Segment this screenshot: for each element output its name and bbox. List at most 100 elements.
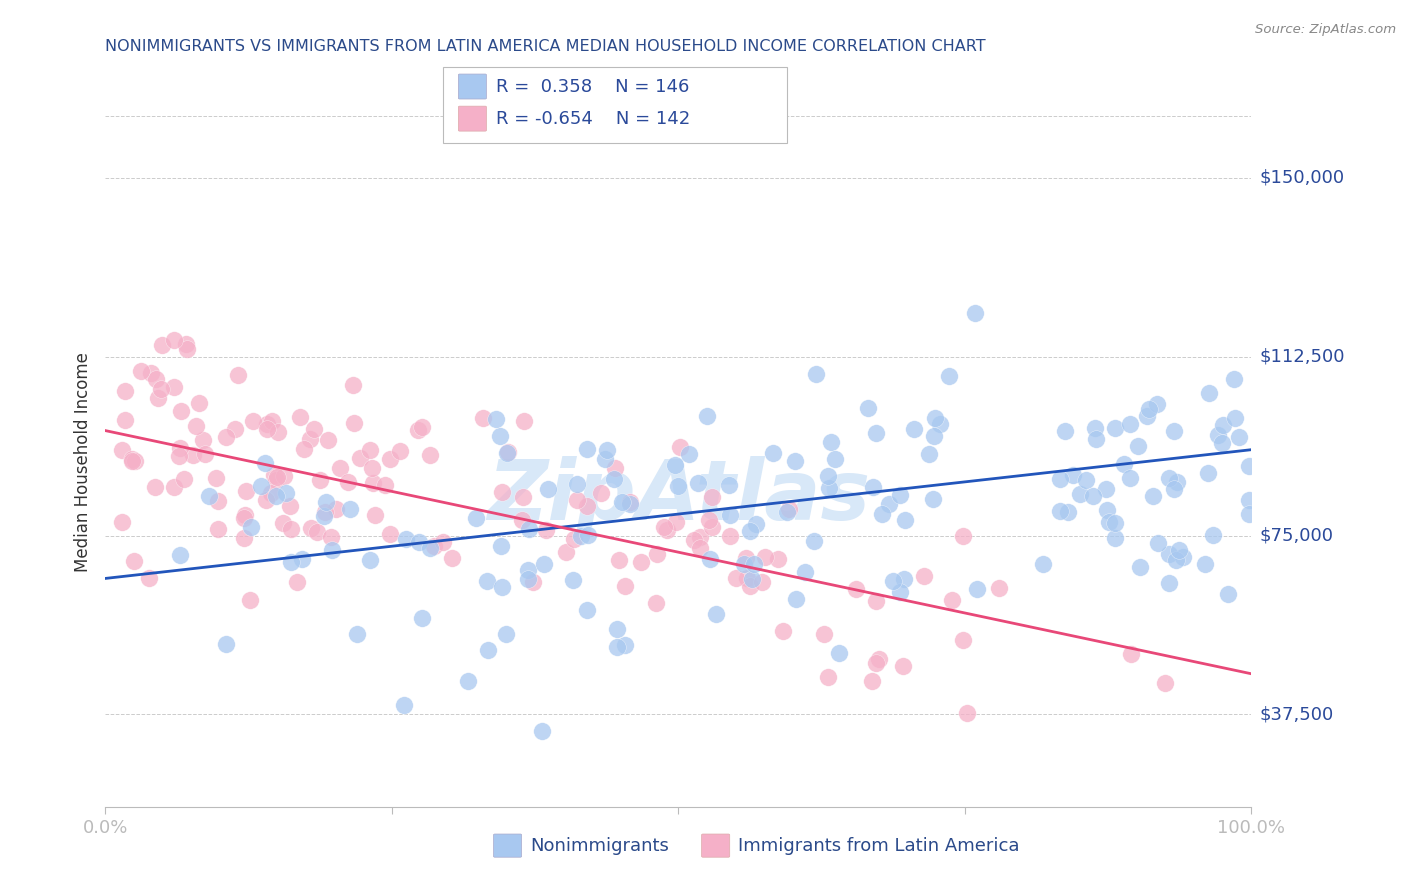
Point xyxy=(489,428,512,442)
Point xyxy=(689,530,711,544)
Point xyxy=(921,491,943,506)
Point xyxy=(689,541,711,555)
Point xyxy=(1136,409,1159,424)
Point xyxy=(259,486,281,500)
Point xyxy=(1069,486,1091,500)
Point xyxy=(686,476,709,491)
Point xyxy=(1212,418,1234,433)
Point xyxy=(724,571,747,585)
Point xyxy=(1081,489,1104,503)
Point xyxy=(813,626,835,640)
Point xyxy=(408,535,430,549)
Point xyxy=(496,445,519,459)
Point xyxy=(441,550,464,565)
Point xyxy=(778,502,800,516)
Point xyxy=(862,479,884,493)
Point xyxy=(567,477,589,491)
Point xyxy=(718,478,741,492)
Point xyxy=(865,656,887,670)
Point xyxy=(1095,482,1118,496)
Point xyxy=(1239,508,1261,522)
Point xyxy=(475,574,498,588)
Point xyxy=(652,520,675,534)
Point xyxy=(1211,436,1233,450)
Point xyxy=(733,558,755,572)
Point xyxy=(741,572,763,586)
Point xyxy=(139,366,162,380)
Point xyxy=(924,411,946,425)
Point xyxy=(419,448,441,462)
Point xyxy=(411,419,433,434)
Point xyxy=(903,422,925,436)
Point xyxy=(264,474,287,488)
Point xyxy=(394,698,416,712)
Point xyxy=(918,447,941,461)
Point xyxy=(292,442,315,456)
Point xyxy=(361,476,384,491)
Y-axis label: Median Household Income: Median Household Income xyxy=(75,351,93,572)
Point xyxy=(762,446,785,460)
Point xyxy=(432,535,454,549)
Point xyxy=(820,435,842,450)
Point xyxy=(697,512,720,526)
Point xyxy=(537,483,560,497)
Point xyxy=(1062,468,1084,483)
Point xyxy=(491,580,513,594)
Point xyxy=(575,499,598,513)
Point xyxy=(803,533,825,548)
Point xyxy=(513,414,536,428)
Point xyxy=(794,565,817,579)
Text: NONIMMIGRANTS VS IMMIGRANTS FROM LATIN AMERICA MEDIAN HOUSEHOLD INCOME CORRELATI: NONIMMIGRANTS VS IMMIGRANTS FROM LATIN A… xyxy=(105,38,986,54)
Point xyxy=(285,575,308,590)
Point xyxy=(280,555,302,569)
Point xyxy=(928,417,950,431)
Point xyxy=(745,516,768,531)
Text: $150,000: $150,000 xyxy=(1260,169,1346,187)
Point xyxy=(389,443,412,458)
Point xyxy=(471,411,494,425)
Point xyxy=(312,509,335,524)
Point xyxy=(264,489,287,503)
Point xyxy=(768,552,790,566)
Point xyxy=(380,526,402,541)
Point xyxy=(613,579,636,593)
Point xyxy=(589,486,612,500)
Point xyxy=(1166,475,1188,490)
Point xyxy=(263,468,285,483)
Point xyxy=(114,384,136,399)
Point xyxy=(339,502,361,516)
Point xyxy=(233,508,256,523)
Point xyxy=(700,490,723,504)
Point xyxy=(751,575,773,590)
Point xyxy=(860,673,883,688)
Point xyxy=(191,433,214,447)
Point xyxy=(346,627,368,641)
Point xyxy=(665,516,688,530)
Point xyxy=(1218,587,1240,601)
Point xyxy=(772,624,794,638)
Point xyxy=(274,486,297,500)
Point xyxy=(457,674,479,689)
Point xyxy=(517,522,540,536)
Text: $75,000: $75,000 xyxy=(1260,526,1334,544)
Text: R = -0.654    N = 142: R = -0.654 N = 142 xyxy=(496,110,690,128)
Point xyxy=(1142,489,1164,503)
Point xyxy=(359,443,381,458)
Point xyxy=(804,367,827,381)
Point xyxy=(785,592,807,607)
Point xyxy=(124,454,146,468)
Point xyxy=(291,551,314,566)
Point xyxy=(889,584,911,599)
Point xyxy=(817,670,839,684)
Point xyxy=(233,511,256,525)
Point xyxy=(288,409,311,424)
Point xyxy=(664,458,686,472)
Point xyxy=(1146,397,1168,411)
Point xyxy=(114,413,136,427)
Point xyxy=(278,500,301,514)
Text: $37,500: $37,500 xyxy=(1260,706,1334,723)
Point xyxy=(342,377,364,392)
Point xyxy=(742,557,765,571)
Point xyxy=(619,495,641,509)
Point xyxy=(1104,516,1126,531)
